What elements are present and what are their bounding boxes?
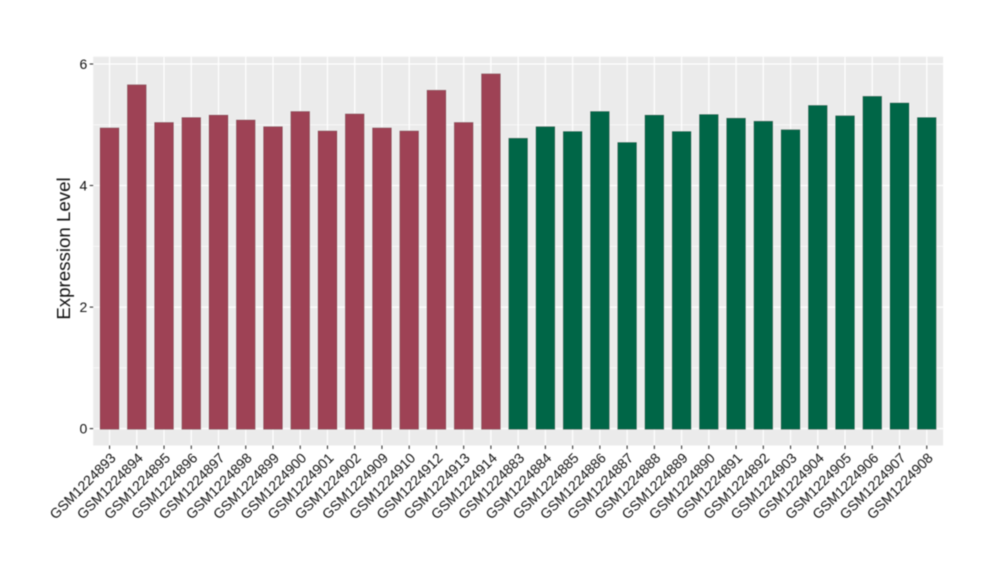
svg-text:Expression Level: Expression Level [53, 177, 74, 319]
svg-text:0: 0 [80, 421, 88, 437]
svg-text:6: 6 [80, 56, 88, 72]
svg-text:2: 2 [80, 299, 88, 315]
svg-text:4: 4 [80, 178, 88, 194]
